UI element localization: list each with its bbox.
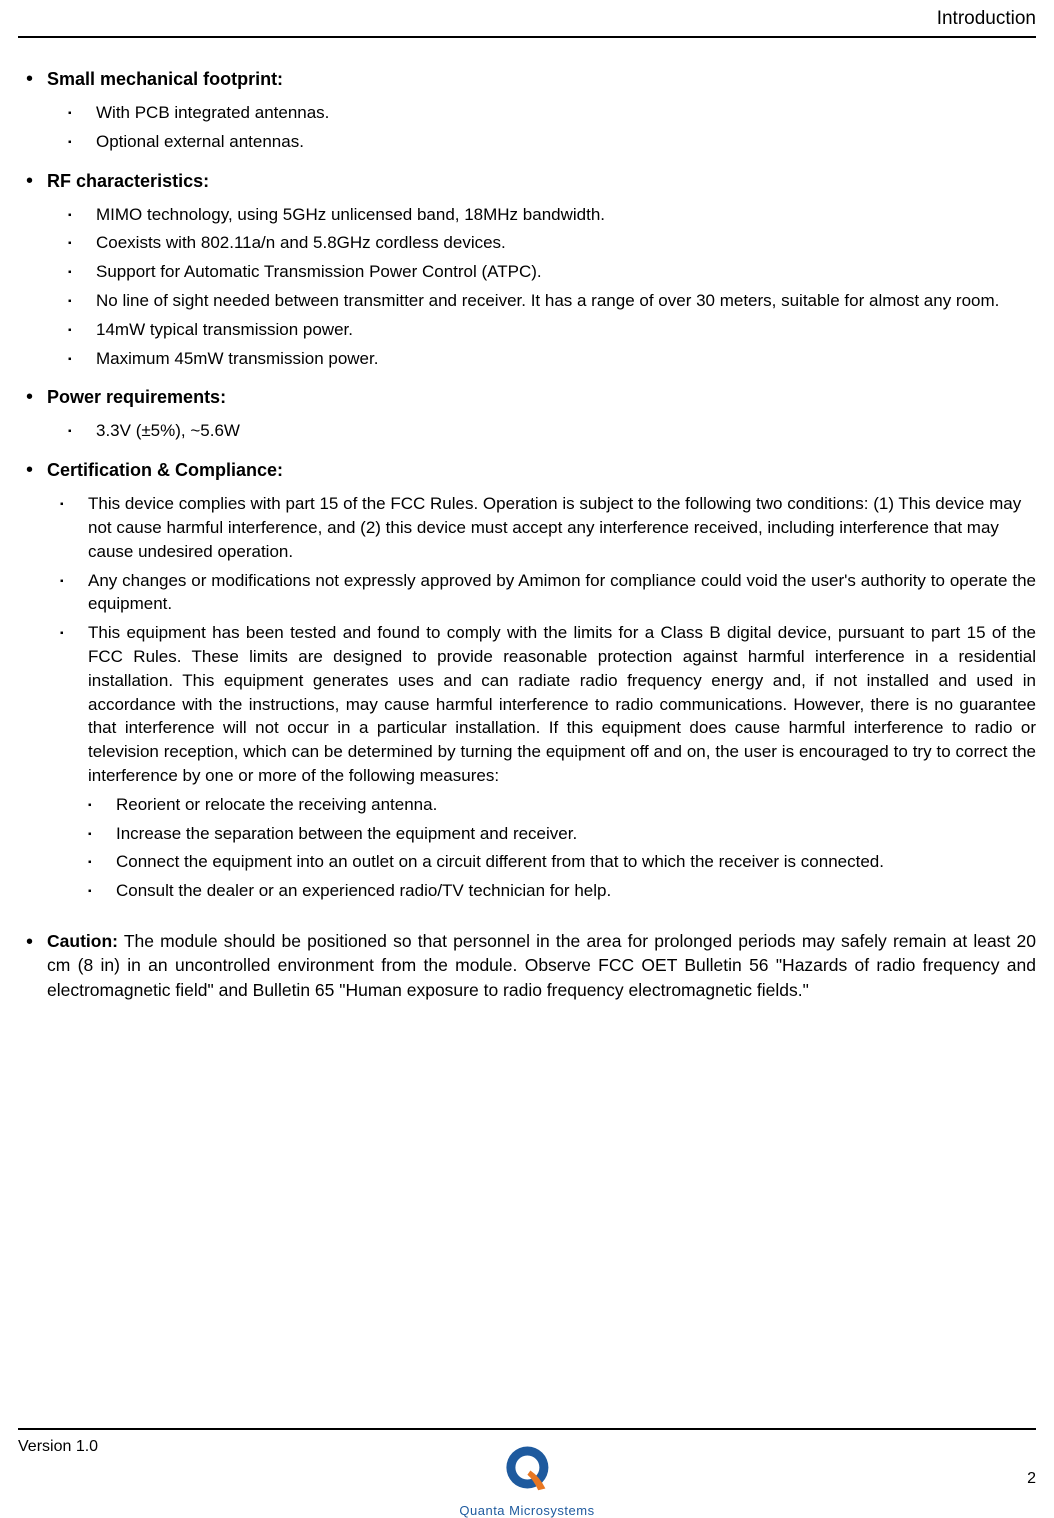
sub-bullet-icon: ▪	[68, 130, 78, 154]
sub-bullet-icon: ▪	[68, 289, 78, 313]
bullet-icon: •	[26, 66, 33, 93]
bullet-icon: •	[26, 457, 33, 484]
sub-bullet-icon: ▪	[88, 793, 98, 817]
section-title: RF characteristics:	[47, 171, 209, 191]
section-rf: • RF characteristics:	[18, 168, 1036, 195]
caution-text: The module should be positioned so that …	[47, 931, 1036, 1000]
sub-bullet-icon: ▪	[68, 419, 78, 443]
list-item-text: 3.3V (±5%), ~5.6W	[96, 419, 1036, 443]
sub-bullet-icon: ▪	[68, 203, 78, 227]
list-item-text: This device complies with part 15 of the…	[88, 492, 1036, 563]
bullet-icon: •	[26, 384, 33, 411]
list-item-text: MIMO technology, using 5GHz unlicensed b…	[96, 203, 1036, 227]
list-item: ▪ Maximum 45mW transmission power.	[68, 347, 1036, 371]
section-power: • Power requirements:	[18, 384, 1036, 411]
list-item: ▪ Increase the separation between the eq…	[88, 822, 1036, 846]
rf-list: ▪ MIMO technology, using 5GHz unlicensed…	[18, 203, 1036, 371]
list-item-text: No line of sight needed between transmit…	[96, 289, 1036, 313]
bullet-icon: •	[26, 929, 33, 1003]
list-item: ▪ MIMO technology, using 5GHz unlicensed…	[68, 203, 1036, 227]
list-item-text: Consult the dealer or an experienced rad…	[116, 879, 1036, 903]
list-item: ▪ Connect the equipment into an outlet o…	[88, 850, 1036, 874]
list-item-text: 14mW typical transmission power.	[96, 318, 1036, 342]
section-title: Small mechanical footprint:	[47, 69, 283, 89]
section-caution: • Caution: The module should be position…	[18, 929, 1036, 1003]
page-number: 2	[1027, 1470, 1036, 1488]
power-list: ▪ 3.3V (±5%), ~5.6W	[18, 419, 1036, 443]
list-item-text: Increase the separation between the equi…	[116, 822, 1036, 846]
list-item-text: Any changes or modifications not express…	[88, 569, 1036, 617]
cert-nested-list: ▪ Reorient or relocate the receiving ant…	[60, 793, 1036, 903]
list-item-text: Optional external antennas.	[96, 130, 1036, 154]
footprint-list: ▪ With PCB integrated antennas. ▪ Option…	[18, 101, 1036, 154]
sub-bullet-icon: ▪	[68, 101, 78, 125]
list-item: ▪ Reorient or relocate the receiving ant…	[88, 793, 1036, 817]
footer-logo-text: Quanta Microsystems	[459, 1503, 594, 1518]
footer-logo: Quanta Microsystems	[459, 1443, 594, 1518]
list-item: ▪ Support for Automatic Transmission Pow…	[68, 260, 1036, 284]
sub-bullet-icon: ▪	[88, 822, 98, 846]
sub-bullet-icon: ▪	[60, 621, 70, 788]
sub-bullet-icon: ▪	[68, 347, 78, 371]
page-header: Introduction	[18, 0, 1036, 38]
header-title: Introduction	[937, 8, 1036, 29]
section-title: Certification & Compliance:	[47, 460, 283, 480]
content-body: • Small mechanical footprint: ▪ With PCB…	[18, 38, 1036, 1002]
sub-bullet-icon: ▪	[60, 492, 70, 563]
list-item: ▪ With PCB integrated antennas.	[68, 101, 1036, 125]
list-item-text: This equipment has been tested and found…	[88, 621, 1036, 788]
sub-bullet-icon: ▪	[68, 231, 78, 255]
list-item-text: With PCB integrated antennas.	[96, 101, 1036, 125]
list-item: ▪ Coexists with 802.11a/n and 5.8GHz cor…	[68, 231, 1036, 255]
sub-bullet-icon: ▪	[68, 260, 78, 284]
list-item: ▪ This device complies with part 15 of t…	[60, 492, 1036, 563]
list-item-text: Support for Automatic Transmission Power…	[96, 260, 1036, 284]
section-title: Power requirements:	[47, 387, 226, 407]
section-footprint: • Small mechanical footprint:	[18, 66, 1036, 93]
list-item-text: Maximum 45mW transmission power.	[96, 347, 1036, 371]
cert-list: ▪ This device complies with part 15 of t…	[18, 492, 1036, 903]
list-item: ▪ Optional external antennas.	[68, 130, 1036, 154]
list-item: ▪ 3.3V (±5%), ~5.6W	[68, 419, 1036, 443]
list-item: ▪ This equipment has been tested and fou…	[60, 621, 1036, 788]
caution-body: Caution: The module should be positioned…	[47, 929, 1036, 1003]
bullet-icon: •	[26, 168, 33, 195]
section-cert: • Certification & Compliance:	[18, 457, 1036, 484]
page-footer: Version 1.0 Quanta Microsystems 2	[0, 1428, 1054, 1471]
version-text: Version 1.0	[18, 1438, 98, 1456]
sub-bullet-icon: ▪	[88, 879, 98, 903]
sub-bullet-icon: ▪	[68, 318, 78, 342]
list-item: ▪ No line of sight needed between transm…	[68, 289, 1036, 313]
caution-label: Caution:	[47, 931, 118, 951]
sub-bullet-icon: ▪	[60, 569, 70, 617]
list-item: ▪ Any changes or modifications not expre…	[60, 569, 1036, 617]
list-item-text: Connect the equipment into an outlet on …	[116, 850, 1036, 874]
list-item: ▪ Consult the dealer or an experienced r…	[88, 879, 1036, 903]
list-item-text: Reorient or relocate the receiving anten…	[116, 793, 1036, 817]
sub-bullet-icon: ▪	[88, 850, 98, 874]
list-item-text: Coexists with 802.11a/n and 5.8GHz cordl…	[96, 231, 1036, 255]
list-item: ▪ 14mW typical transmission power.	[68, 318, 1036, 342]
